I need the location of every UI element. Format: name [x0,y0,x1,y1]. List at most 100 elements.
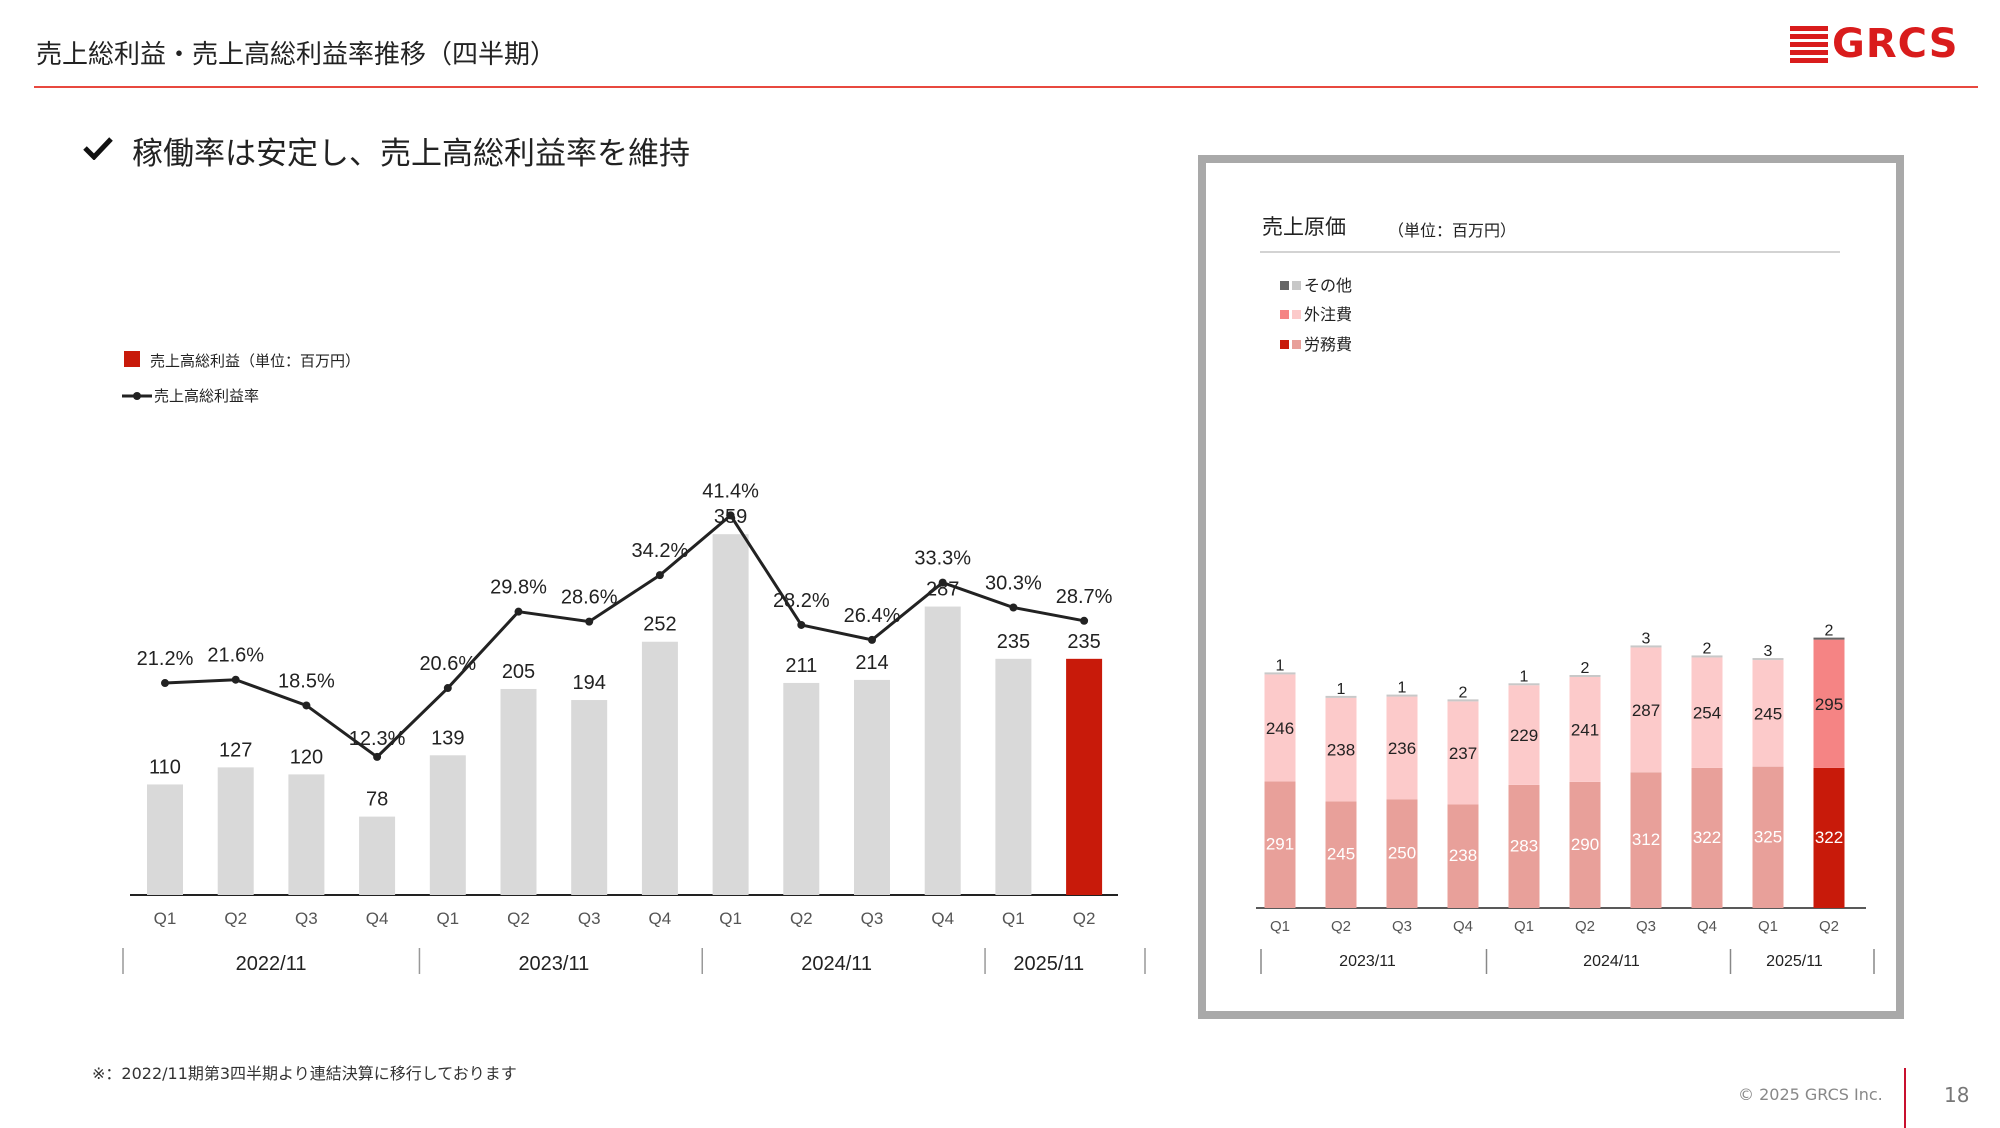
cost-quarter-tick-label: Q3 [1392,918,1412,935]
cost-quarter-tick-label: Q1 [1514,918,1534,935]
labor-cost-label: 245 [1327,845,1355,864]
bar-value-label: 235 [997,631,1030,653]
quarter-tick-label: Q1 [1002,909,1025,928]
quarter-tick-label: Q4 [931,909,954,928]
quarter-tick-label: Q2 [1073,909,1096,928]
cost-quarter-tick-label: Q4 [1697,918,1717,935]
bar-value-label: 139 [431,727,464,749]
outsourcing-cost-label: 245 [1754,704,1782,723]
other-cost-bar [1264,672,1296,675]
labor-cost-label: 322 [1815,828,1843,847]
margin-rate-point [726,511,735,520]
labor-cost-label: 283 [1510,836,1538,855]
bar-value-label: 235 [1067,631,1100,653]
outsourcing-cost-bar [1264,674,1296,782]
cost-legend-label: 労務費 [1304,335,1352,354]
gross-profit-bar [500,688,537,895]
outsourcing-cost-bar [1752,660,1784,767]
other-cost-bar [1508,683,1540,686]
outsourcing-cost-bar [1813,639,1845,768]
margin-rate-point [797,620,806,629]
cost-quarter-tick-label: Q1 [1270,918,1290,935]
quarter-tick-label: Q3 [295,909,318,928]
other-cost-label: 1 [1520,668,1529,685]
quarter-tick-label: Q4 [366,909,389,928]
gross-profit-bar [359,816,396,895]
company-logo: GRCS [1790,21,1970,68]
other-cost-bar [1386,694,1418,697]
labor-cost-bar [1264,781,1296,908]
cost-legend-label: その他 [1304,276,1352,295]
cost-chart-divider [1260,251,1840,253]
legend-label-gross-profit: 売上高総利益（単位：百万円） [150,352,360,370]
legend-swatch-primary [1280,310,1289,319]
gross-profit-bar [217,767,254,895]
margin-rate-label: 28.7% [1056,586,1113,608]
outsourcing-cost-bar [1508,685,1540,785]
bar-value-label: 120 [290,746,323,768]
labor-cost-bar [1813,767,1845,908]
cost-of-sales-panel: 売上原価 （単位：百万円） その他 外注費 労務費 291 246 1 Q1 245 238 1 Q… [1198,155,1904,1019]
quarter-tick-label: Q3 [578,909,601,928]
margin-rate-label: 28.6% [561,587,618,609]
other-cost-label: 1 [1337,681,1346,698]
gross-profit-bar [924,606,961,895]
margin-rate-point [585,617,594,626]
cost-quarter-tick-label: Q1 [1758,918,1778,935]
legend-swatch-primary [1280,340,1289,349]
labor-cost-label: 325 [1754,827,1782,846]
other-cost-label: 2 [1825,623,1834,640]
labor-cost-label: 250 [1388,844,1416,863]
labor-cost-bar [1691,767,1723,908]
legend-marker-margin-rate [133,392,141,400]
outsourcing-cost-bar [1325,697,1357,802]
margin-rate-label: 41.4% [702,480,759,502]
page-number-divider [1904,1068,1906,1128]
other-cost-bar [1630,645,1662,648]
margin-rate-point [1009,603,1018,612]
footnote: ※：2022/11期第3四半期より連結決算に移行しております [92,1064,517,1083]
margin-rate-label: 33.3% [914,548,971,570]
margin-rate-line [164,513,1085,759]
gross-profit-bar [783,682,820,895]
labor-cost-label: 312 [1632,830,1660,849]
page-number: 18 [1944,1083,1970,1107]
outsourcing-cost-label: 287 [1632,701,1660,720]
fiscal-year-label: 2025/11 [1013,953,1084,975]
labor-cost-bar [1386,799,1418,908]
outsourcing-cost-label: 246 [1266,719,1294,738]
margin-rate-point [938,578,947,587]
bar-value-label: 214 [855,652,888,674]
page-title: 売上総利益・売上高総利益率推移（四半期） [36,40,557,70]
gross-profit-bar [854,679,890,895]
bar-value-label: 127 [219,739,252,761]
cost-quarter-tick-label: Q2 [1331,918,1351,935]
labor-cost-bar [1569,781,1601,908]
other-cost-bar [1447,699,1479,702]
cost-chart-unit: （単位：百万円） [1388,221,1517,240]
labor-cost-bar [1752,766,1784,908]
outsourcing-cost-label: 254 [1693,704,1721,723]
legend-swatch-secondary [1292,340,1301,349]
margin-rate-label: 26.4% [844,605,901,627]
quarter-tick-label: Q2 [790,909,813,928]
outsourcing-cost-label: 237 [1449,744,1477,763]
margin-rate-point [373,752,382,761]
other-cost-label: 3 [1642,630,1651,647]
gross-profit-bar [288,774,325,895]
other-cost-bar [1325,695,1357,698]
labor-cost-bar [1325,801,1357,908]
outsourcing-cost-bar [1630,647,1662,773]
fiscal-year-label: 2024/11 [801,953,872,975]
cost-quarter-tick-label: Q3 [1636,918,1656,935]
gross-profit-bar [641,641,678,895]
logo-text: GRCS [1832,21,1959,67]
outsourcing-cost-bar [1447,701,1479,805]
gross-profit-bar [995,658,1032,895]
labor-cost-label: 290 [1571,835,1599,854]
margin-rate-point [443,684,452,693]
margin-rate-label: 34.2% [632,540,689,562]
fiscal-year-label: 2023/11 [518,953,589,975]
margin-rate-point [1080,616,1089,625]
